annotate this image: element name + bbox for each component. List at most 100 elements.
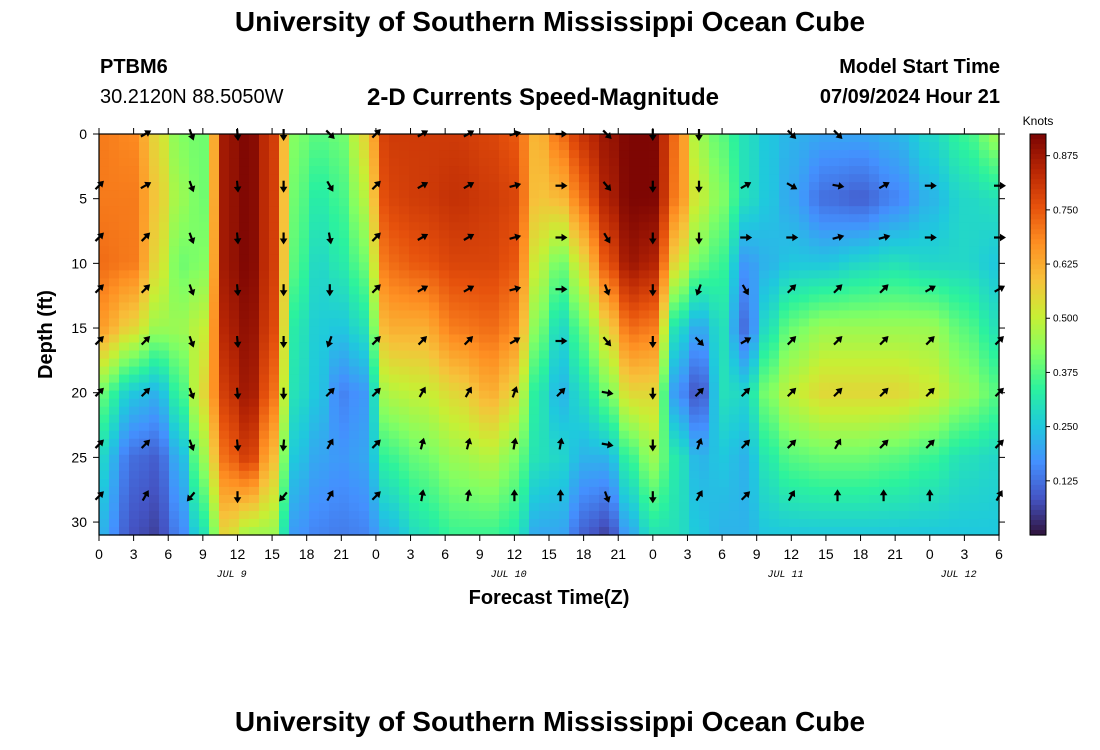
heat-cell (429, 222, 440, 231)
heat-cell (109, 262, 120, 271)
heat-cell (539, 454, 550, 464)
heat-cell (979, 158, 990, 167)
heat-cell (609, 238, 620, 247)
heat-cell (279, 198, 290, 207)
heat-cell (609, 262, 620, 271)
heat-cell (129, 134, 140, 143)
heat-cell (989, 158, 1000, 167)
heat-cell (959, 446, 970, 456)
heat-cell (279, 526, 290, 536)
heat-cell (359, 326, 370, 336)
heat-cell (419, 238, 430, 247)
vector-shaft (417, 287, 425, 293)
heat-cell (539, 366, 550, 376)
heat-cell (169, 486, 180, 496)
heat-cell (289, 302, 300, 312)
heat-cell (669, 230, 680, 239)
heat-cell (579, 222, 590, 231)
heat-cell (339, 302, 350, 312)
heat-cell (319, 302, 330, 312)
heat-cell (129, 382, 140, 392)
heat-cell (589, 134, 600, 143)
current-vector (649, 387, 657, 400)
heat-cell (529, 398, 540, 408)
heat-cell (219, 510, 230, 520)
heat-cell (549, 358, 560, 368)
heat-cell (989, 294, 1000, 304)
heat-cell (859, 302, 870, 312)
heat-cell (679, 214, 690, 223)
heat-cell (979, 526, 990, 536)
current-vector (140, 284, 151, 294)
heat-cell (589, 246, 600, 255)
heat-cell (909, 134, 920, 143)
heat-cell (849, 294, 860, 304)
vector-shaft (603, 232, 609, 240)
heat-cell (259, 166, 270, 175)
heat-cell (609, 438, 620, 448)
heat-cell (969, 286, 980, 295)
heat-cell (729, 262, 740, 271)
heat-cell (979, 206, 990, 215)
heat-cell (839, 222, 850, 231)
vector-shaft (140, 442, 148, 449)
heat-cell (729, 294, 740, 304)
heat-cell (149, 462, 160, 472)
heat-cell (589, 518, 600, 528)
heat-cell (979, 478, 990, 488)
heat-cell (489, 334, 500, 344)
heat-cell (149, 406, 160, 416)
heat-cell (509, 462, 520, 472)
heat-cell (509, 478, 520, 488)
heat-cell (469, 526, 480, 536)
heat-cell (859, 262, 870, 271)
heat-cell (769, 406, 780, 416)
heat-cell (859, 310, 870, 320)
current-vector (279, 232, 288, 245)
heat-cell (369, 150, 380, 159)
heat-cell (299, 134, 310, 143)
heat-cell (619, 422, 630, 432)
heat-cell (139, 294, 150, 304)
heat-cell (829, 414, 840, 424)
heat-cell (329, 246, 340, 255)
heat-cell (469, 230, 480, 239)
vector-head (789, 336, 797, 343)
heat-cell (959, 526, 970, 536)
heat-cell (369, 246, 380, 255)
heat-cell (569, 454, 580, 464)
heat-cell (239, 158, 250, 167)
heat-cell (989, 366, 1000, 376)
heat-cell (769, 190, 780, 199)
heat-cell (379, 310, 390, 320)
heat-cell (799, 390, 810, 400)
heat-cell (499, 358, 510, 368)
heat-cell (479, 166, 490, 175)
heat-cell (899, 326, 910, 336)
heat-cell (909, 198, 920, 207)
heat-cell (799, 190, 810, 199)
heat-cell (939, 414, 950, 424)
heat-cell (969, 182, 980, 191)
heat-cell (449, 366, 460, 376)
heat-cell (309, 358, 320, 368)
heat-cell (989, 470, 1000, 480)
heat-cell (189, 446, 200, 456)
heat-cell (759, 198, 770, 207)
current-vector (279, 129, 288, 141)
heat-cell (519, 518, 530, 528)
heat-cell (249, 182, 260, 191)
heat-cell (389, 238, 400, 247)
heat-cell (179, 390, 190, 400)
heat-cell (269, 294, 280, 304)
heat-cell (469, 446, 480, 456)
heat-cell (289, 294, 300, 304)
heat-cell (779, 222, 790, 231)
heat-cell (919, 422, 930, 432)
heat-cell (579, 446, 590, 456)
heat-cell (699, 366, 710, 376)
heat-cell (919, 406, 930, 416)
heat-cell (979, 246, 990, 255)
heat-cell (389, 182, 400, 191)
heat-cell (269, 406, 280, 416)
